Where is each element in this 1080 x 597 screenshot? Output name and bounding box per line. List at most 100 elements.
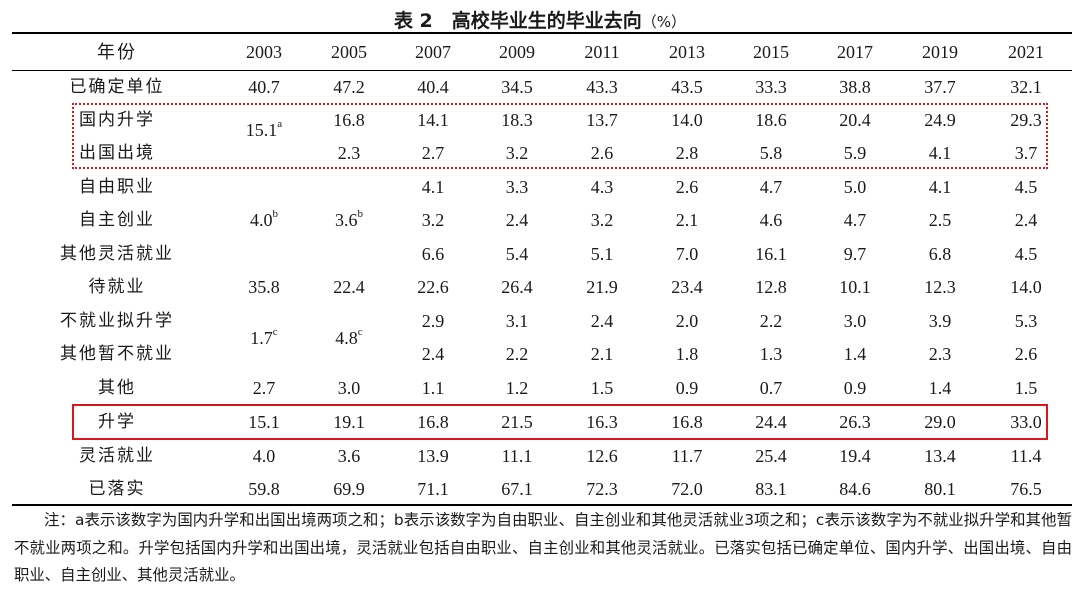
table-cell: 14.1 [417,110,449,130]
table-cell: 22.6 [417,277,449,297]
table-cell: 32.1 [1010,77,1042,97]
table-cell: 59.8 [248,479,280,499]
table-cell: 3.2 [505,143,529,163]
table-cell: 2.6 [1014,344,1038,364]
table-cell: 26.4 [501,277,533,297]
table-cell: 4.7 [843,210,867,230]
table-cell: 1.3 [759,344,783,364]
row-label: 自由职业 [79,177,155,197]
table-note: 注：a表示该数字为国内升学和出国出境两项之和；b表示该数字为自由职业、自主创业和… [14,511,1072,584]
table-title-text: 表 2 高校毕业生的毕业去向 [393,10,642,32]
row-label: 已落实 [88,479,146,499]
table-cell: 9.7 [843,244,867,264]
table-cell: 4.3 [590,177,614,197]
table-cell: 2.2 [759,311,783,331]
header-label: 年份 [97,42,137,62]
table-cell: 0.9 [675,378,699,398]
table-cell: 12.6 [586,446,618,466]
table-cell: 1.2 [505,378,529,398]
table-cell: 16.8 [671,412,703,432]
table-title-unit: （%） [641,13,687,31]
table-cell: 1.4 [928,378,952,398]
footnote-marker: b [357,208,364,220]
table-cell: 40.4 [417,77,449,97]
table-cell: 2.3 [928,344,952,364]
table-cell: 19.1 [333,412,365,432]
table-cell: 16.8 [333,110,365,130]
table-cell: 2.7 [421,143,445,163]
table-title: 表 2 高校毕业生的毕业去向（%） [0,6,1080,33]
top-rule [12,32,1072,34]
table-cell: 10.1 [839,277,871,297]
year-header: 2013 [669,42,705,62]
table-cell: 69.9 [333,479,365,499]
row-label: 其他暂不就业 [60,344,174,364]
row-label: 待就业 [88,277,146,297]
table-cell: 29.0 [924,412,956,432]
table-cell: 13.4 [924,446,956,466]
table-cell: 3.9 [928,311,952,331]
table-cell: 1.1 [421,378,445,398]
table-cell: 38.8 [839,77,871,97]
merged-value: 3.6 [335,210,358,230]
table-cell: 3.2 [421,210,445,230]
table-cell: 3.2 [590,210,614,230]
footnote-marker: c [272,326,278,338]
table-cell: 16.8 [417,412,449,432]
year-header: 2009 [499,42,535,62]
merged-cell: 4.8c [311,325,387,351]
row-label: 自主创业 [79,210,155,230]
table-cell: 43.3 [586,77,618,97]
merged-value: 15.1 [245,120,278,140]
year-header: 2021 [1008,42,1044,62]
table-cell: 21.5 [501,412,533,432]
table-cell: 83.1 [755,479,787,499]
table-cell: 24.9 [924,110,956,130]
row-label: 其他 [98,378,136,398]
table-cell: 3.0 [843,311,867,331]
table-cell: 47.2 [333,77,365,97]
table-cell: 80.1 [924,479,956,499]
table-cell: 11.4 [1010,446,1042,466]
merged-value: 4.8 [335,328,358,348]
table-cell: 34.5 [501,77,533,97]
table-cell: 3.6 [337,446,361,466]
table-cell: 84.6 [839,479,871,499]
table-cell: 6.6 [421,244,445,264]
merged-cell: 4.0b [226,207,302,233]
table-cell: 11.1 [501,446,533,466]
table-cell: 33.3 [755,77,787,97]
table-cell: 2.5 [928,210,952,230]
table-cell: 1.5 [1014,378,1038,398]
table-cell: 20.4 [839,110,871,130]
table-cell: 4.5 [1014,177,1038,197]
table-cell: 40.7 [248,77,280,97]
table-cell: 71.1 [417,479,449,499]
table-cell: 24.4 [755,412,787,432]
year-header: 2017 [837,42,873,62]
table-cell: 1.5 [590,378,614,398]
row-label: 其他灵活就业 [60,244,174,264]
table-cell: 4.1 [928,143,952,163]
table-cell: 12.8 [755,277,787,297]
table-cell: 3.7 [1014,143,1038,163]
table-cell: 25.4 [755,446,787,466]
table-cell: 5.8 [759,143,783,163]
table-cell: 19.4 [839,446,871,466]
table-cell: 2.3 [337,143,361,163]
table-cell: 76.5 [1010,479,1042,499]
table-cell: 22.4 [333,277,365,297]
highlight-box-solid [72,404,1048,440]
table-cell: 4.7 [759,177,783,197]
table-cell: 3.0 [337,378,361,398]
table-cell: 15.1 [248,412,280,432]
year-header: 2011 [584,42,620,62]
table-cell: 3.3 [505,177,529,197]
table-cell: 14.0 [1010,277,1042,297]
table-cell: 14.0 [671,110,703,130]
merged-cell: 15.1a [226,117,302,143]
table-cell: 0.7 [759,378,783,398]
table-cell: 26.3 [839,412,871,432]
table-cell: 2.9 [421,311,445,331]
table-cell: 5.9 [843,143,867,163]
